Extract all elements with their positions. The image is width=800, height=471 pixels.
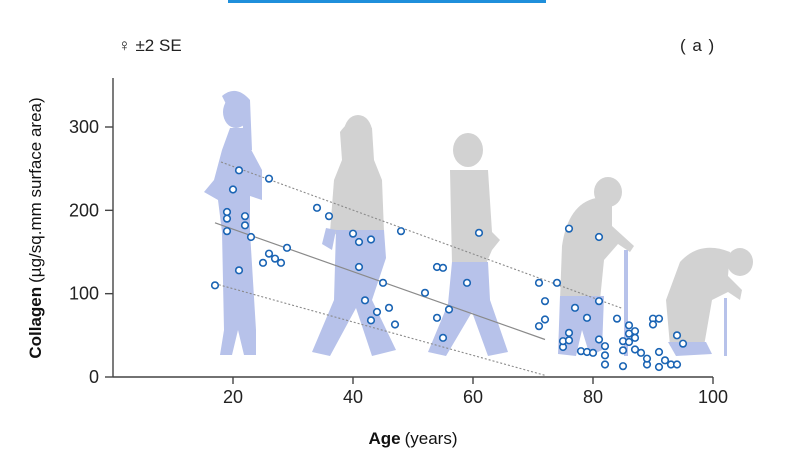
data-point [390,320,400,329]
silhouette-middle-aged-woman-icon [428,133,508,356]
data-point [210,281,220,290]
data-point [378,278,388,287]
top-accent-rule [228,0,546,3]
data-point [654,362,664,372]
data-point [324,212,334,221]
y-tick-label: 0 [89,367,99,387]
data-point [222,227,232,236]
data-point [540,315,550,324]
y-axis-label: Collagen [26,287,45,359]
data-point [642,354,652,363]
x-tick-label: 80 [583,387,603,407]
x-tick-label: 20 [223,387,243,407]
legend-label: ♀ ±2 SE [118,36,182,55]
data-point [654,314,664,323]
data-point [258,258,268,267]
data-point [270,254,280,263]
data-point [612,314,622,323]
data-point [564,336,574,345]
data-point [396,227,406,236]
data-point [552,278,562,287]
x-tick-label: 40 [343,387,363,407]
data-point [654,347,664,357]
x-axis-unit: (years) [405,429,458,448]
x-axis-label: Age [368,429,400,448]
data-point [564,224,574,233]
data-point [630,327,640,336]
data-point [432,313,442,322]
silhouette-adult-woman-icon [312,115,396,356]
data-point [648,320,658,329]
data-point [582,313,592,322]
data-point [618,362,628,371]
data-point [444,305,454,314]
data-point [366,235,376,244]
data-point [438,333,448,342]
data-point [564,328,574,337]
data-point [600,351,610,360]
data-point [588,348,598,357]
data-point [312,203,322,212]
y-axis-title: Collagen (µg/sq.mm surface area) [26,97,45,358]
lower-se-line [214,283,546,376]
data-point [600,360,610,369]
data-point [348,229,358,238]
data-point [636,348,646,357]
y-tick-label: 200 [69,200,99,220]
data-point [264,249,274,258]
data-point [276,258,286,267]
data-point [540,297,550,306]
data-point [222,214,232,223]
data-point [570,303,580,312]
data-point [462,278,472,287]
data-point [420,288,430,297]
data-point [228,185,238,194]
data-point [438,263,448,272]
silhouette-very-elderly-icon [666,247,753,356]
data-point [240,221,250,230]
data-point [630,345,640,354]
x-tick-label: 60 [463,387,483,407]
data-point [354,262,364,272]
data-point [372,307,382,317]
data-point [660,356,670,365]
data-point [264,174,274,183]
axis-ticks: 20 40 60 80 100 0 100 200 300 [69,117,728,407]
data-point [594,335,604,344]
data-point [594,232,604,242]
data-points [210,166,688,372]
data-point [240,212,250,221]
data-point [594,297,604,306]
data-point [246,232,256,242]
data-point [474,228,484,237]
data-point [234,166,244,175]
data-point [384,303,394,312]
x-tick-label: 100 [698,387,728,407]
data-point [672,360,682,369]
data-point [534,322,544,331]
data-point [672,331,682,340]
data-point [360,296,370,305]
age-silhouettes [204,90,753,356]
x-axis-title: Age (years) [368,429,457,448]
data-point [366,316,376,325]
data-point [534,278,544,287]
y-tick-label: 100 [69,284,99,304]
panel-label: ( a ) [680,36,716,55]
data-point [222,207,232,217]
data-point [618,346,628,355]
data-point [282,243,292,252]
data-point [678,339,688,348]
data-point [624,337,634,347]
silhouette-young-woman-icon [204,90,262,355]
y-axis-unit: (µg/sq.mm surface area) [26,97,45,283]
data-point [234,266,244,275]
data-point [354,237,364,247]
y-tick-label: 300 [69,117,99,137]
data-point [600,342,610,351]
data-point [624,321,634,330]
data-point [630,333,640,342]
